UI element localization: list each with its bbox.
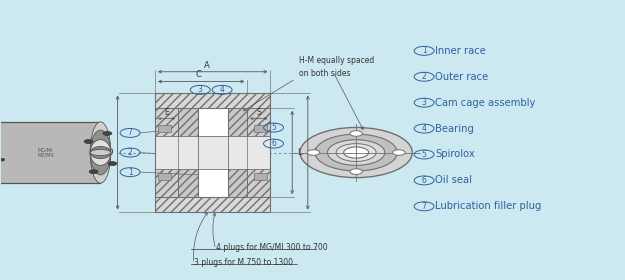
Circle shape <box>315 134 398 171</box>
Text: 5: 5 <box>271 123 276 132</box>
Text: L: L <box>298 148 302 157</box>
Ellipse shape <box>90 140 111 165</box>
Text: 3: 3 <box>422 98 427 107</box>
Bar <box>155 136 271 169</box>
Text: 4: 4 <box>219 85 224 94</box>
Ellipse shape <box>90 146 111 159</box>
Text: 3: 3 <box>198 85 202 94</box>
Text: Bearing: Bearing <box>436 123 474 134</box>
Text: 3 plugs for M 750 to 1300: 3 plugs for M 750 to 1300 <box>194 258 293 267</box>
Text: 6: 6 <box>271 139 276 148</box>
Circle shape <box>103 132 112 135</box>
Circle shape <box>328 140 385 165</box>
Bar <box>159 125 171 132</box>
Circle shape <box>308 150 320 155</box>
Bar <box>155 108 178 197</box>
Text: MG/MI
MZ/MX: MG/MI MZ/MX <box>37 147 54 158</box>
Bar <box>178 108 248 148</box>
Text: 7: 7 <box>422 202 427 211</box>
Bar <box>155 93 271 108</box>
Text: 7: 7 <box>127 129 132 137</box>
Text: 1: 1 <box>422 46 426 55</box>
Text: Cam cage assembly: Cam cage assembly <box>436 98 536 108</box>
Circle shape <box>392 150 405 155</box>
Circle shape <box>344 147 369 158</box>
Circle shape <box>350 169 362 174</box>
Text: Lubrication filler plug: Lubrication filler plug <box>436 201 542 211</box>
Circle shape <box>350 131 362 136</box>
Bar <box>178 157 248 197</box>
Bar <box>159 173 171 180</box>
Bar <box>0 122 101 183</box>
Text: 6: 6 <box>422 176 427 185</box>
Text: S: S <box>256 108 261 117</box>
Bar <box>248 108 271 197</box>
Text: 4 plugs for MG/MI 300 to 700: 4 plugs for MG/MI 300 to 700 <box>216 243 328 252</box>
Bar <box>198 108 228 197</box>
Circle shape <box>108 162 117 165</box>
Text: 4: 4 <box>422 124 427 133</box>
Text: E: E <box>164 108 169 117</box>
Circle shape <box>0 158 5 161</box>
Text: Inner race: Inner race <box>436 46 486 56</box>
Circle shape <box>89 170 98 174</box>
Text: B: B <box>312 148 319 157</box>
Text: 2: 2 <box>422 72 426 81</box>
Text: A: A <box>204 60 209 69</box>
Text: Outer race: Outer race <box>436 72 489 82</box>
Bar <box>155 197 271 213</box>
Circle shape <box>84 139 93 143</box>
Bar <box>198 108 228 197</box>
Text: C: C <box>195 70 201 79</box>
Text: 2: 2 <box>127 148 132 157</box>
Text: 5: 5 <box>422 150 427 159</box>
Circle shape <box>336 144 376 162</box>
Ellipse shape <box>90 130 111 175</box>
Bar <box>254 173 267 180</box>
Text: D: D <box>106 148 112 157</box>
Bar <box>155 93 271 213</box>
Text: Oil seal: Oil seal <box>436 175 472 185</box>
Text: 1: 1 <box>127 168 132 177</box>
Circle shape <box>300 127 412 178</box>
Text: H-M equally spaced
on both sides: H-M equally spaced on both sides <box>299 56 374 78</box>
Ellipse shape <box>90 122 111 183</box>
Bar <box>254 125 267 132</box>
Ellipse shape <box>90 150 111 156</box>
Text: Spirolox: Spirolox <box>436 150 475 160</box>
